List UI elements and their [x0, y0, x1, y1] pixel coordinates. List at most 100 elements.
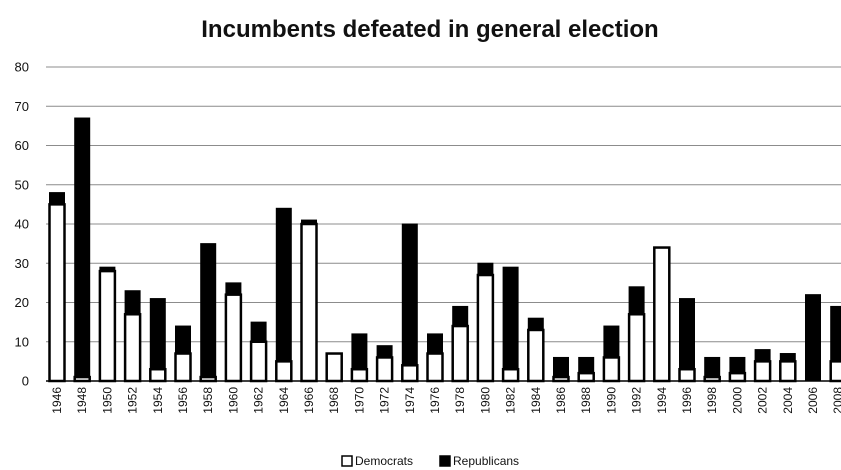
y-axis: 0 10 20 30 40 50 60 70 80: [15, 60, 29, 389]
x-tick-label: 1980: [478, 387, 492, 414]
x-tick-label: 1964: [277, 387, 291, 414]
x-tick-label: 1994: [655, 387, 669, 414]
legend: Democrats Republicans: [341, 454, 519, 468]
bar-democrats: [627, 313, 646, 383]
bar-republicans: [376, 345, 393, 358]
bar-democrats: [275, 360, 293, 383]
bar-democrats: [653, 246, 671, 383]
bar-democrats: [602, 356, 621, 383]
bar-democrats: [728, 371, 747, 383]
bar-republicans: [427, 333, 443, 355]
x-tick-label: 1986: [554, 387, 568, 414]
y-tick-label: 40: [15, 217, 29, 232]
x-tick-label: 1966: [302, 387, 316, 414]
bar-democrats: [476, 273, 495, 383]
legend-label: Democrats: [355, 454, 413, 468]
x-tick-label: 2004: [781, 387, 795, 414]
bar-republicans: [124, 290, 141, 315]
bar-democrats: [149, 367, 167, 383]
x-tick-label: 2008: [831, 387, 841, 414]
bar-republicans: [754, 349, 771, 362]
y-tick-label: 50: [15, 177, 29, 192]
bar-republicans: [175, 325, 191, 355]
bar-democrats: [375, 356, 394, 383]
bar-democrats: [753, 360, 772, 383]
bar-democrats: [829, 360, 841, 383]
x-tick-label: 1990: [604, 387, 618, 414]
bar-republicans: [301, 219, 317, 225]
bar-republicans: [805, 294, 821, 382]
bar-democrats: [527, 328, 545, 383]
x-tick-label: 1984: [529, 387, 543, 414]
x-tick-label: 1982: [504, 387, 518, 414]
bar-democrats: [224, 293, 243, 383]
bar-republicans: [200, 243, 217, 378]
y-tick-label: 20: [15, 295, 29, 310]
x-tick-label: 1968: [327, 387, 341, 414]
bar-republicans: [452, 305, 469, 327]
legend-label: Republicans: [453, 454, 519, 468]
bar-republicans: [74, 117, 91, 378]
bar-republicans: [225, 282, 242, 296]
bar-republicans: [578, 356, 595, 374]
bar-democrats: [174, 352, 192, 383]
bar-republicans: [704, 356, 721, 378]
bar-republicans: [149, 298, 166, 370]
x-tick-label: 1950: [100, 387, 114, 414]
x-tick-label: 1958: [201, 387, 215, 414]
x-tick-label: 1954: [151, 387, 165, 414]
x-tick-label: 1998: [705, 387, 719, 414]
bar-democrats: [249, 340, 268, 383]
bar-republicans: [679, 298, 695, 370]
bar-democrats: [451, 324, 469, 383]
chart-title: Incumbents defeated in general election: [201, 16, 658, 43]
x-tick-label: 1960: [226, 387, 240, 414]
bar-republicans: [49, 192, 65, 205]
bar-republicans: [99, 266, 116, 272]
bar-democrats: [98, 269, 117, 383]
bar-democrats: [577, 371, 595, 383]
x-tick-label: 1952: [126, 387, 140, 414]
x-tick-label: 1946: [50, 387, 64, 414]
bar-democrats: [678, 367, 696, 383]
y-tick-label: 60: [15, 138, 29, 153]
bar-republicans: [250, 321, 267, 343]
x-tick-label: 1956: [176, 387, 190, 414]
bar-democrats: [350, 367, 369, 383]
bar-republicans: [603, 325, 620, 358]
bar-democrats: [123, 313, 142, 383]
x-tick-label: 1978: [453, 387, 467, 414]
x-tick-label: 1996: [680, 387, 694, 414]
bar-republicans: [830, 305, 841, 362]
bar-democrats: [401, 364, 419, 383]
bar-republicans: [351, 333, 368, 370]
bar-democrats: [426, 352, 444, 383]
legend-swatch: [341, 455, 353, 467]
bar-republicans: [553, 356, 569, 378]
x-tick-label: 1970: [352, 387, 366, 414]
legend-swatch: [439, 455, 451, 467]
y-tick-label: 10: [15, 334, 29, 349]
x-tick-label: 1948: [75, 387, 89, 414]
x-tick-label: 1962: [252, 387, 266, 414]
y-tick-label: 0: [22, 374, 29, 389]
x-tick-label: 1992: [630, 387, 644, 414]
x-tick-label: 1974: [403, 387, 417, 414]
x-tick-label: 2006: [806, 387, 820, 414]
bars: [48, 117, 841, 383]
x-tick-label: 1988: [579, 387, 593, 414]
x-axis: 1946 1948 1950 1952 1954 1956 1958 1960 1962 1964…: [50, 387, 841, 414]
bar-republicans: [275, 207, 292, 362]
x-tick-label: 2000: [730, 387, 744, 414]
x-tick-label: 1972: [378, 387, 392, 414]
y-tick-label: 30: [15, 256, 29, 271]
bar-democrats: [779, 360, 797, 383]
bar-republicans: [477, 262, 494, 276]
bar-republicans: [401, 223, 418, 366]
bar-republicans: [628, 286, 645, 315]
bar-democrats: [501, 367, 520, 383]
bar-democrats: [300, 222, 318, 383]
gridlines: [46, 66, 841, 343]
y-tick-label: 80: [15, 60, 29, 75]
